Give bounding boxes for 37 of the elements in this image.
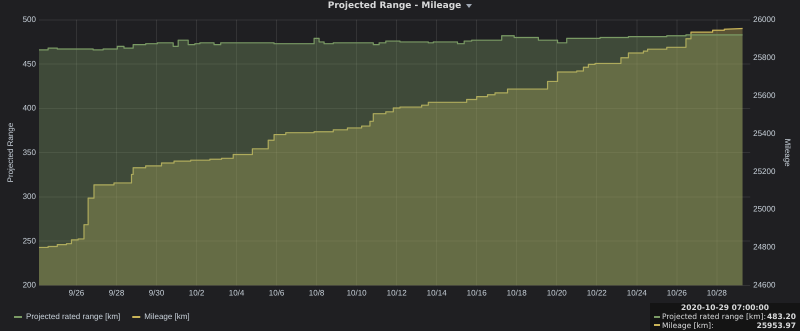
y-tick-label: 500 <box>22 15 36 24</box>
x-tick-label: 10/20 <box>546 288 568 298</box>
x-tick-label: 10/4 <box>228 288 245 298</box>
x-tick-label: 9/26 <box>68 288 85 298</box>
y-tick-label: 250 <box>22 236 36 246</box>
legend-label: Mileage [km] <box>144 312 190 322</box>
y2-tick-label: 26000 <box>753 15 776 24</box>
y2-tick-label: 24800 <box>753 242 776 252</box>
x-tick-label: 10/18 <box>506 288 528 298</box>
x-tick-label: 10/28 <box>706 288 728 298</box>
x-tick-label: 9/30 <box>148 288 165 298</box>
y2-tick-label: 25200 <box>753 166 776 176</box>
y2-tick-label: 25400 <box>753 128 776 138</box>
y2-tick-label: 25600 <box>753 90 776 100</box>
x-tick-label: 10/26 <box>666 288 688 298</box>
y2-tick-label: 25000 <box>753 204 776 214</box>
y-axis-title: Projected Range <box>6 122 16 182</box>
x-tick-label: 10/12 <box>386 288 408 298</box>
y-tick-label: 350 <box>22 148 36 157</box>
x-tick-label: 10/16 <box>466 288 488 298</box>
y2-tick-label: 24600 <box>753 280 776 290</box>
legend-label: Projected rated range [km] <box>26 312 120 322</box>
y-tick-label: 300 <box>22 192 36 202</box>
y2-axis-title: Mileage <box>782 138 792 168</box>
x-tick-label: 10/14 <box>426 288 448 298</box>
x-tick-label: 9/28 <box>108 288 125 298</box>
chart-title: Projected Range - Mileage <box>328 1 462 11</box>
y2-tick-label: 25800 <box>753 52 776 62</box>
y-tick-label: 400 <box>22 104 36 113</box>
x-tick-label: 10/24 <box>626 288 648 298</box>
x-tick-label: 10/10 <box>346 288 368 298</box>
x-tick-label: 10/6 <box>268 288 285 298</box>
x-tick-label: 10/8 <box>308 288 325 298</box>
y-tick-label: 200 <box>22 280 36 290</box>
y-tick-label: 450 <box>22 59 36 68</box>
x-tick-label: 10/22 <box>586 288 608 298</box>
x-tick-label: 10/2 <box>188 288 205 298</box>
